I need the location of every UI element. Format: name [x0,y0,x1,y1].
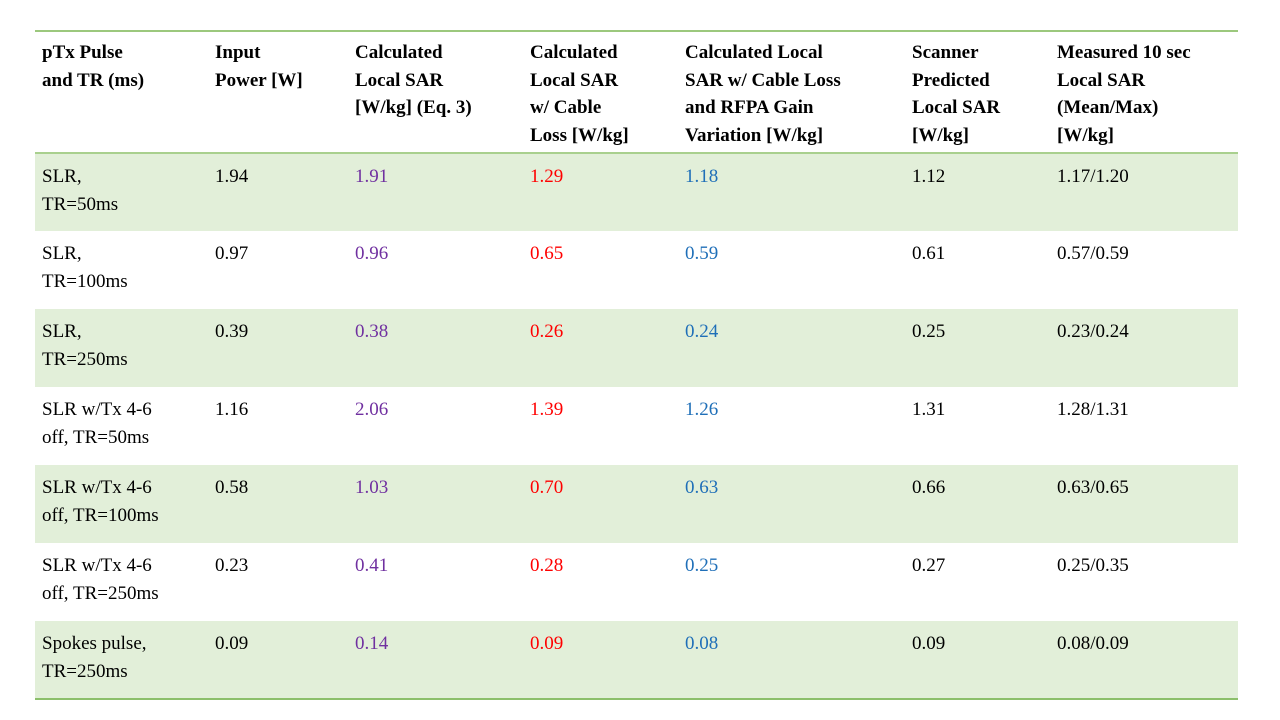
header-measured-sar: Measured 10 sec Local SAR (Mean/Max) [W/… [1057,42,1191,146]
cell-input-power: 0.39 [215,321,249,342]
cell-pulse: SLR w/Tx 4-6 off, TR=50ms [42,399,152,448]
cell-input-power: 1.94 [215,166,249,187]
cell-sar-rfpa: 0.59 [685,243,719,264]
cell-pulse: SLR, TR=250ms [42,321,128,370]
cell-sar-cable-loss: 0.28 [530,555,564,576]
table-body: SLR, TR=50ms 1.94 1.91 1.29 1.18 1.12 1.… [35,153,1238,699]
cell-calculated-sar: 0.14 [355,633,389,654]
header-sar-cable-loss: Calculated Local SAR w/ Cable Loss [W/kg… [530,42,629,146]
cell-sar-rfpa: 0.24 [685,321,719,342]
cell-sar-rfpa: 0.63 [685,477,719,498]
cell-input-power: 1.16 [215,399,249,420]
table-header: pTx Pulse and TR (ms) Input Power [W] Ca… [35,31,1238,153]
cell-measured-sar: 1.28/1.31 [1057,399,1129,420]
cell-pulse: SLR, TR=50ms [42,166,119,215]
cell-scanner-predicted: 1.31 [912,399,946,420]
cell-measured-sar: 0.25/0.35 [1057,555,1129,576]
cell-sar-cable-loss: 1.29 [530,166,564,187]
table-row: SLR w/Tx 4-6 off, TR=100ms 0.58 1.03 0.7… [35,465,1238,543]
sar-results-table: pTx Pulse and TR (ms) Input Power [W] Ca… [35,30,1238,700]
header-pulse-tr: pTx Pulse and TR (ms) [42,42,145,91]
cell-calculated-sar: 2.06 [355,399,389,420]
cell-sar-cable-loss: 1.39 [530,399,564,420]
cell-calculated-sar: 0.96 [355,243,389,264]
cell-scanner-predicted: 0.27 [912,555,946,576]
cell-calculated-sar: 1.91 [355,166,389,187]
cell-measured-sar: 0.63/0.65 [1057,477,1129,498]
cell-measured-sar: 0.08/0.09 [1057,633,1129,654]
header-calculated-sar: Calculated Local SAR [W/kg] (Eq. 3) [355,42,472,119]
table-row: SLR w/Tx 4-6 off, TR=250ms 0.23 0.41 0.2… [35,543,1238,621]
cell-input-power: 0.97 [215,243,249,264]
cell-pulse: Spokes pulse, TR=250ms [42,633,147,682]
cell-sar-cable-loss: 0.65 [530,243,564,264]
cell-sar-rfpa: 0.25 [685,555,719,576]
cell-input-power: 0.23 [215,555,249,576]
table-row: SLR, TR=250ms 0.39 0.38 0.26 0.24 0.25 0… [35,309,1238,387]
cell-sar-rfpa: 0.08 [685,633,719,654]
table-row: Spokes pulse, TR=250ms 0.09 0.14 0.09 0.… [35,621,1238,699]
table-row: SLR, TR=100ms 0.97 0.96 0.65 0.59 0.61 0… [35,231,1238,309]
cell-scanner-predicted: 1.12 [912,166,946,187]
cell-sar-cable-loss: 0.26 [530,321,564,342]
cell-scanner-predicted: 0.61 [912,243,946,264]
cell-sar-rfpa: 1.18 [685,166,719,187]
cell-pulse: SLR, TR=100ms [42,243,128,292]
cell-pulse: SLR w/Tx 4-6 off, TR=250ms [42,555,159,604]
cell-calculated-sar: 1.03 [355,477,389,498]
cell-pulse: SLR w/Tx 4-6 off, TR=100ms [42,477,159,526]
cell-calculated-sar: 0.41 [355,555,389,576]
cell-sar-cable-loss: 0.70 [530,477,564,498]
cell-scanner-predicted: 0.25 [912,321,946,342]
cell-calculated-sar: 0.38 [355,321,389,342]
cell-measured-sar: 1.17/1.20 [1057,166,1129,187]
cell-measured-sar: 0.57/0.59 [1057,243,1129,264]
cell-measured-sar: 0.23/0.24 [1057,321,1129,342]
cell-sar-rfpa: 1.26 [685,399,719,420]
header-scanner-predicted: Scanner Predicted Local SAR [W/kg] [912,42,1001,146]
table-row: SLR, TR=50ms 1.94 1.91 1.29 1.18 1.12 1.… [35,153,1238,231]
cell-input-power: 0.58 [215,477,249,498]
cell-sar-cable-loss: 0.09 [530,633,564,654]
cell-scanner-predicted: 0.66 [912,477,946,498]
table-row: SLR w/Tx 4-6 off, TR=50ms 1.16 2.06 1.39… [35,387,1238,465]
header-sar-rfpa-variation: Calculated Local SAR w/ Cable Loss and R… [685,42,841,146]
cell-scanner-predicted: 0.09 [912,633,946,654]
cell-input-power: 0.09 [215,633,249,654]
header-input-power: Input Power [W] [215,42,303,91]
header-row: pTx Pulse and TR (ms) Input Power [W] Ca… [35,31,1238,153]
